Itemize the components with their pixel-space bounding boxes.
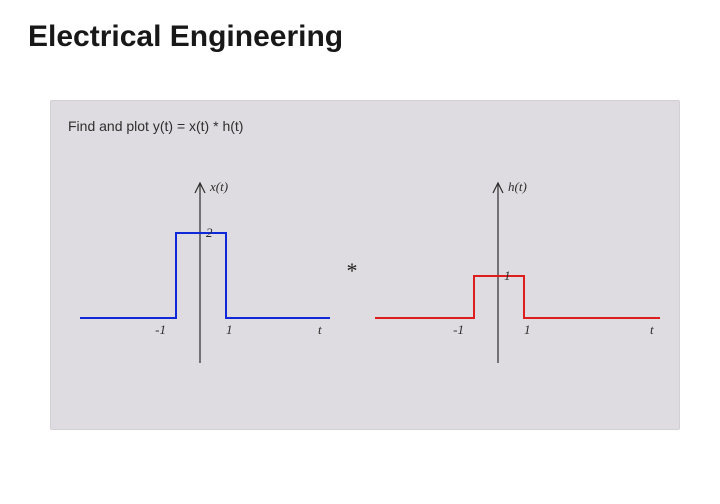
x-plot-tick-neg-one: -1	[155, 322, 166, 337]
x-plot-waveform	[80, 233, 330, 318]
convolution-operator-icon: *	[347, 258, 358, 284]
h-plot-waveform	[375, 276, 660, 318]
plot-h-of-t: -1 1 1 h(t) t	[375, 179, 660, 363]
signal-plots: -1 1 2 x(t) t -1 1 1 h(t) t	[50, 148, 680, 418]
h-plot-tick-neg-one: -1	[453, 322, 464, 337]
page-title: Electrical Engineering	[28, 20, 343, 54]
h-plot-amplitude-label: 1	[504, 268, 511, 283]
x-plot-amplitude-label: 2	[206, 225, 213, 240]
x-plot-tick-pos-one: 1	[226, 322, 233, 337]
h-plot-t-label: t	[650, 322, 654, 337]
plot-x-of-t: -1 1 2 x(t) t	[80, 179, 330, 363]
question-figure-card: Find and plot y(t) = x(t) * h(t) -1 1 2 …	[50, 100, 680, 430]
h-plot-tick-pos-one: 1	[524, 322, 531, 337]
x-plot-name-label: x(t)	[209, 179, 228, 194]
question-statement: Find and plot y(t) = x(t) * h(t)	[68, 118, 243, 134]
h-plot-name-label: h(t)	[508, 179, 527, 194]
x-plot-t-label: t	[318, 322, 322, 337]
